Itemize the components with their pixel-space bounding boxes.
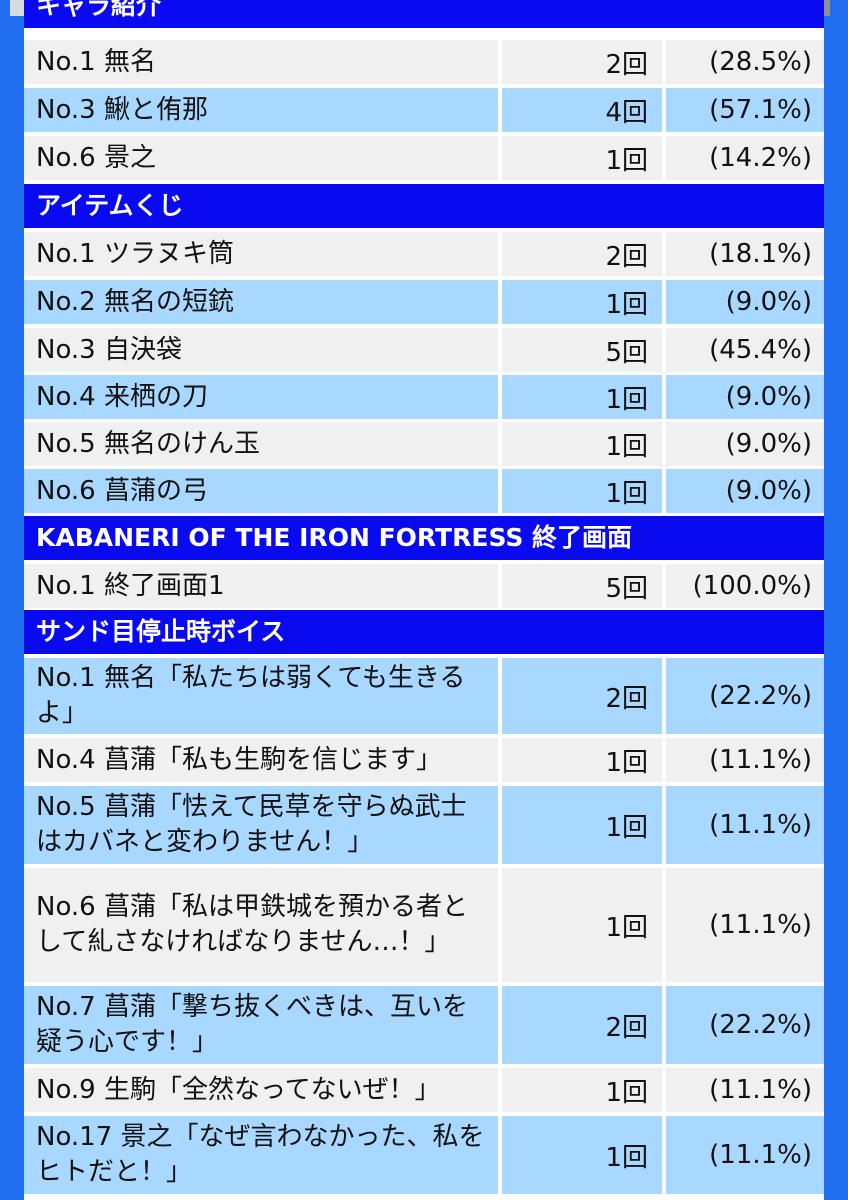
row-name: No.3 鰍と侑那 [24,88,498,132]
row-percent: (11.1%) [666,1116,824,1194]
row-name: No.5 菖蒲「怯えて民草を守らぬ武士はカバネと変わりません！」 [24,786,498,864]
table-row: No.1 終了画面1 5回 (100.0%) [24,564,824,608]
table-row: No.3 自決袋 5回 (45.4%) [24,328,824,372]
row-name: No.4 来栖の刀 [24,375,498,419]
row-percent: (18.1%) [666,232,824,276]
row-percent: (57.1%) [666,88,824,132]
row-name: No.4 菖蒲「私も生駒を信じます」 [24,738,498,782]
row-percent: (11.1%) [666,868,824,982]
row-count: 2回 [502,986,662,1064]
row-name: No.9 生駒「全然なってないぜ！」 [24,1068,498,1112]
table-row: No.4 来栖の刀 1回 (9.0%) [24,375,824,419]
row-percent: (9.0%) [666,375,824,419]
row-name: No.17 景之「なぜ言わなかった、私をヒトだと！」 [24,1116,498,1194]
table-row: No.5 無名のけん玉 1回 (9.0%) [24,422,824,466]
row-percent: (14.2%) [666,136,824,180]
row-name: No.6 菖蒲の弓 [24,469,498,513]
table-row: No.7 菖蒲「撃ち抜くべきは、互いを疑う心です！」 2回 (22.2%) [24,986,824,1064]
section-header-item-lottery: アイテムくじ [24,184,824,228]
row-count: 2回 [502,40,662,84]
row-percent: (45.4%) [666,328,824,372]
row-count: 4回 [502,88,662,132]
row-count: 1回 [502,738,662,782]
results-panel: キャラ紹介 No.1 無名 2回 (28.5%) No.3 鰍と侑那 4回 (5… [24,0,824,1200]
table-row: No.3 鰍と侑那 4回 (57.1%) [24,88,824,132]
row-name: No.1 無名「私たちは弱くても生きるよ」 [24,658,498,734]
row-name: No.6 菖蒲「私は甲鉄城を預かる者として糺さなければなりません…！」 [24,868,498,982]
table-row: No.6 景之 1回 (14.2%) [24,136,824,180]
table-row: No.2 無名の短銃 1回 (9.0%) [24,280,824,324]
row-count: 5回 [502,328,662,372]
row-percent: (22.2%) [666,658,824,734]
row-percent: (28.5%) [666,40,824,84]
table-row: No.9 生駒「全然なってないぜ！」 1回 (11.1%) [24,1068,824,1112]
row-count: 1回 [502,1116,662,1194]
table-row: No.6 菖蒲の弓 1回 (9.0%) [24,469,824,513]
row-name: No.1 終了画面1 [24,564,498,608]
row-percent: (11.1%) [666,1068,824,1112]
row-name: No.6 景之 [24,136,498,180]
table-row: No.6 菖蒲「私は甲鉄城を預かる者として糺さなければなりません…！」 1回 (… [24,868,824,982]
row-name: No.3 自決袋 [24,328,498,372]
row-name: No.1 ツラヌキ筒 [24,232,498,276]
row-count: 2回 [502,658,662,734]
row-name: No.7 菖蒲「撃ち抜くべきは、互いを疑う心です！」 [24,986,498,1064]
table-row: No.5 菖蒲「怯えて民草を守らぬ武士はカバネと変わりません！」 1回 (11.… [24,786,824,864]
row-count: 5回 [502,564,662,608]
row-percent: (9.0%) [666,469,824,513]
row-count: 1回 [502,136,662,180]
table-row: No.4 菖蒲「私も生駒を信じます」 1回 (11.1%) [24,738,824,782]
row-count: 1回 [502,1068,662,1112]
row-percent: (9.0%) [666,422,824,466]
row-count: 1回 [502,422,662,466]
row-percent: (100.0%) [666,564,824,608]
section-header-character-intro: キャラ紹介 [24,0,824,28]
section-header-end-screen: KABANERI OF THE IRON FORTRESS 終了画面 [24,516,824,560]
table-row: No.1 ツラヌキ筒 2回 (18.1%) [24,232,824,276]
row-count: 1回 [502,280,662,324]
table-row: No.17 景之「なぜ言わなかった、私をヒトだと！」 1回 (11.1%) [24,1116,824,1194]
table-row: No.1 無名「私たちは弱くても生きるよ」 2回 (22.2%) [24,658,824,734]
row-percent: (22.2%) [666,986,824,1064]
table-row: No.1 無名 2回 (28.5%) [24,40,824,84]
row-count: 2回 [502,232,662,276]
row-count: 1回 [502,469,662,513]
row-percent: (11.1%) [666,786,824,864]
row-count: 1回 [502,375,662,419]
row-name: No.1 無名 [24,40,498,84]
row-count: 1回 [502,868,662,982]
row-count: 1回 [502,786,662,864]
section-header-stop-voice: サンド目停止時ボイス [24,610,824,654]
row-name: No.5 無名のけん玉 [24,422,498,466]
row-name: No.2 無名の短銃 [24,280,498,324]
row-percent: (9.0%) [666,280,824,324]
row-percent: (11.1%) [666,738,824,782]
